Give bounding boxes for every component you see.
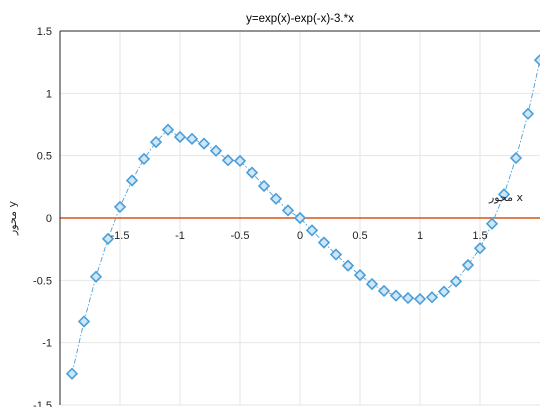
y-tick-label: 1 [46,88,52,100]
data-point-marker [293,211,307,225]
data-point-marker [533,54,540,67]
x-tick-label: 0.5 [352,230,367,242]
data-point-marker [161,123,175,136]
data-point-marker [89,270,103,283]
y-axis-label: محور y [6,201,19,236]
data-point-marker [437,285,451,298]
data-point-marker [173,130,187,144]
data-point-marker [125,174,139,187]
data-point-marker [113,200,127,214]
data-point-marker [329,248,343,261]
data-point-marker [473,242,487,255]
data-point-marker [377,284,391,298]
data-point-marker [413,292,427,306]
data-point-marker [485,217,499,230]
data-point-marker [521,107,535,120]
data-point-marker [101,232,115,245]
data-point-marker [245,166,259,179]
data-point-marker [77,315,91,328]
x-tick-label: -0.5 [231,230,250,242]
data-point-marker [461,258,475,272]
data-point-marker [209,144,223,157]
chart-title: y=exp(x)-exp(-x)-3.*x [246,13,354,25]
axes [59,30,540,405]
series-layer [60,54,540,380]
x-tick-label: 1 [417,230,423,242]
data-point-marker [425,291,439,304]
x-tick-label: -1.5 [111,230,130,242]
data-point-marker [353,268,367,282]
data-point-marker [365,277,379,291]
data-point-marker [233,154,247,168]
data-point-marker [185,132,199,145]
x-tick-label: 1.5 [472,230,487,242]
data-point-marker [269,192,283,205]
y-tick-label: 0.5 [37,151,52,163]
data-point-marker [509,151,523,165]
series-line [71,60,540,374]
y-tick-label: -1 [42,338,52,350]
data-point-marker [197,137,211,150]
x-tick-label: -1 [175,230,185,242]
x-tick-label: 0 [297,230,303,242]
data-point-marker [281,204,295,217]
data-point-marker [341,259,355,272]
y-tick-label: 0 [46,213,52,225]
data-point-marker [449,275,463,288]
x-axis-label: محور x [488,191,523,204]
data-point-marker [149,135,163,149]
tick-labels: -1.5 -1 -0.5 0 0.5 1 1.5 -1.5 -1 -0.5 0 0.5 1 1.5 [33,26,488,407]
y-tick-label: -0.5 [33,275,52,287]
data-point-marker [221,154,235,167]
data-point-marker [65,367,79,380]
data-point-marker [257,179,271,193]
data-point-marker [389,289,403,302]
data-point-marker [317,236,331,249]
data-point-marker [497,188,511,201]
data-point-marker [305,224,319,237]
y-tick-label: -1.5 [33,400,52,407]
y-tick-label: 1.5 [37,26,52,38]
data-point-marker [401,291,415,305]
data-point-marker [137,152,151,166]
